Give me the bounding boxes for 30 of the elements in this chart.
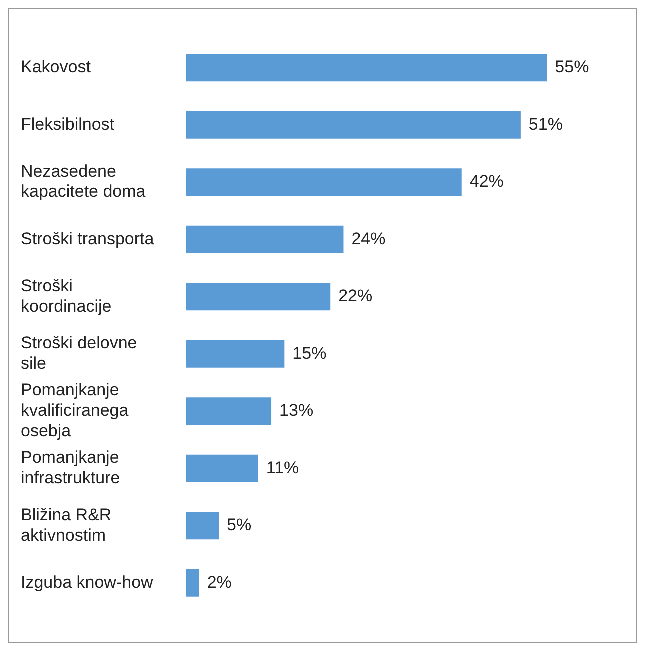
data-label: 24% [352,229,386,248]
bar [186,569,200,597]
data-label: 51% [528,114,563,134]
data-label: 55% [555,58,590,77]
bar [186,226,344,254]
data-label: 11% [266,458,300,478]
data-label: 15% [292,344,327,363]
bar [186,340,285,368]
bar [186,283,331,311]
bar [186,398,272,426]
data-label: 13% [280,401,314,420]
bar [186,512,220,540]
y-tick-label: Fleksibilnost [21,114,115,134]
data-label: 5% [227,516,252,535]
y-tick-label: Stroški delovne sile [21,334,138,374]
y-tick-label: Stroški koordinacije [21,276,112,316]
bar [186,111,521,139]
bar [186,168,462,196]
y-tick-label: Nezasedene kapacitete doma [21,162,146,202]
data-label: 2% [207,572,232,592]
bar [186,454,258,482]
data-label: 22% [338,286,373,306]
y-tick-label: Stroški transporta [21,229,155,248]
data-label: 42% [470,172,504,192]
y-tick-label: Kakovost [21,58,92,77]
bar [186,54,548,82]
y-tick-label: Pomanjkanje infrastrukture [21,448,120,488]
y-tick-label: Bližina R&R aktivnostim [21,505,112,545]
y-tick-label: Pomanjkanje kvalificiranega osebja [21,380,130,440]
y-tick-label: Izguba know-how [21,572,154,592]
